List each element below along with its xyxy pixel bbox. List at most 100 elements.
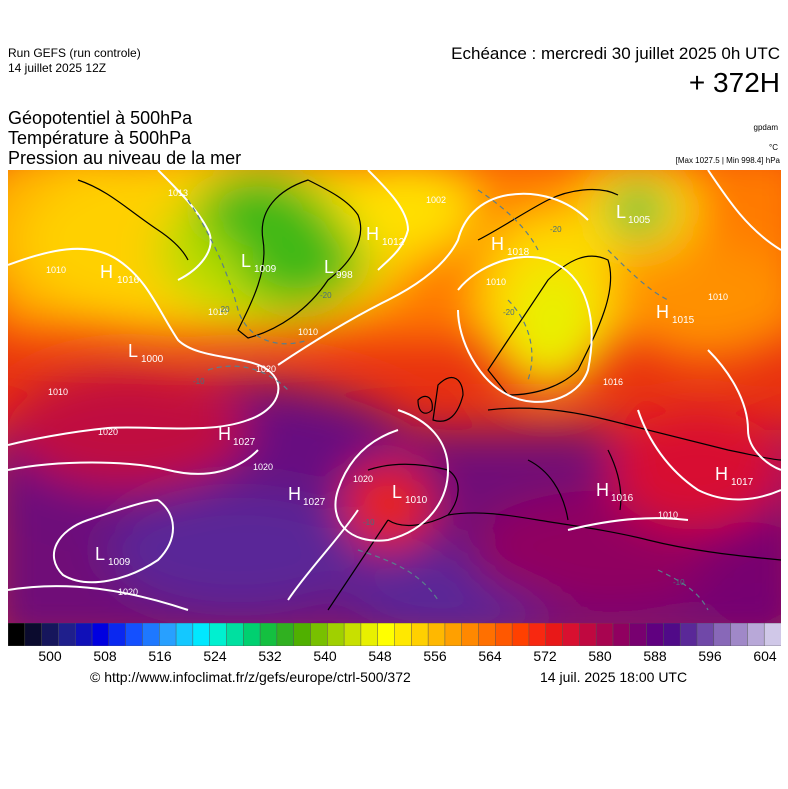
temperature-label: -20 [320,291,332,300]
colorbar-swatches [8,623,781,646]
isobar-label: 1010 [486,277,506,287]
isobar-label: 1013 [168,188,188,198]
temperature-label: -20 [503,308,515,317]
pressure-max-min: [Max 1027.5 | Min 998.4] hPa [675,156,780,165]
colorbar-swatch [276,623,295,646]
colorbar-swatch [495,623,513,646]
colorbar-label: 572 [533,648,557,664]
temperature-label: -20 [550,225,562,234]
coastlines [77,179,781,611]
temperature-lines [187,189,709,611]
isobar-label: 1020 [353,474,373,484]
pressure-center-value: 1016 [117,275,140,286]
param-temperature: Température à 500hPa [8,128,192,148]
colorbar-swatch [209,623,228,646]
isobar-label: 1020 [118,587,138,597]
isobar-label: 1020 [98,427,118,437]
pressure-center-type: H [491,234,504,254]
isobar-labels: 1010 1020 1020 1010 1020 1010 1010 1010 … [46,188,728,597]
colorbar-label: 580 [588,648,612,664]
pressure-center-value: 1027 [303,497,326,508]
colorbar-label: 564 [478,648,502,664]
colorbar-swatch [259,623,278,646]
colorbar-swatch [192,623,211,646]
colorbar-label: 548 [368,648,392,664]
colorbar-swatch [8,623,26,646]
colorbar-swatch [125,623,144,646]
isobar-label: 1010 [48,387,68,397]
colorbar-swatch [663,623,681,646]
forecast-valid-time: Echéance : mercredi 30 juillet 2025 0h U… [451,44,780,63]
colorbar-swatch [243,623,261,646]
colorbar-swatch [24,623,43,646]
colorbar-swatch [763,623,781,646]
colorbar-swatch [360,623,379,646]
colorbar-swatch [696,623,715,646]
colorbar-swatch [310,623,329,646]
pressure-center-value: 998 [336,270,353,281]
source-url: © http://www.infoclimat.fr/z/gefs/europe… [90,669,411,685]
temperature-label: -10 [673,578,685,587]
pressure-center-type: H [656,302,669,322]
pressure-center-value: 1018 [507,247,530,258]
colorbar-swatch [74,623,93,646]
colorbar-swatch [108,623,127,646]
pressure-center-type: L [324,257,334,277]
pressure-center-type: L [128,341,138,361]
lead-time: + 372H [688,67,780,98]
colorbar-label: 508 [93,648,117,664]
colorbar-swatch [91,623,110,646]
isobar-label: 1002 [426,195,446,205]
isobar-label: 1020 [253,462,273,472]
colorbar-swatch [411,623,429,646]
pressure-center-type: H [288,484,301,504]
temperature-label: -10 [363,518,375,527]
colorbar-swatch [226,623,245,646]
colorbar-label: 556 [423,648,447,664]
pressure-centers: H 1016 L 1000 L 1009 L 998 H 1012 H 1018… [95,202,754,568]
colorbar-swatch [58,623,76,646]
colorbar-swatch [427,623,446,646]
run-date: 14 juillet 2025 12Z [8,61,107,75]
pressure-center-type: L [95,544,105,564]
unit-temperature: °C [769,143,778,152]
colorbar-swatch [679,623,698,646]
colorbar-swatch [646,623,665,646]
pressure-center-type: H [596,480,609,500]
isobar-label: 1010 [708,292,728,302]
pressure-center-value: 1000 [141,354,164,365]
isobar-label: 1010 [658,510,678,520]
pressure-center-value: 1016 [611,493,634,504]
colorbar-label: 516 [148,648,172,664]
temperature-labels: -20 -20 -20 -10 -10 -10 -20 [193,225,685,587]
colorbar-swatch [747,623,765,646]
colorbar-swatch [713,623,732,646]
colorbar-label: 524 [203,648,227,664]
pressure-center-value: 1015 [672,315,695,326]
weather-map-canvas: H 1016 L 1000 L 1009 L 998 H 1012 H 1018… [8,170,781,623]
run-title: Run GEFS (run controle) [8,46,141,60]
pressure-center-type: L [616,202,626,222]
colorbar-swatch [562,623,581,646]
temperature-label: -20 [218,305,230,314]
pressure-center-value: 1012 [382,237,405,248]
colorbar-swatch [142,623,160,646]
pressure-center-type: H [218,424,231,444]
pressure-center-type: L [392,482,402,502]
colorbar-swatch [41,623,60,646]
colorbar-label: 500 [38,648,62,664]
isobar-label: 1020 [256,364,276,374]
colorbar-swatch [511,623,530,646]
colorbar-swatch [545,623,564,646]
isobars [8,170,781,611]
colorbar-swatch [394,623,413,646]
colorbar-swatch [528,623,547,646]
weather-map: H 1016 L 1000 L 1009 L 998 H 1012 H 1018… [8,170,781,623]
colorbar [8,623,781,646]
isobar-label: 1010 [208,307,228,317]
colorbar-swatch [595,623,614,646]
colorbar-swatch [175,623,194,646]
colorbar-swatch [629,623,648,646]
colorbar-swatch [461,623,480,646]
param-pressure: Pression au niveau de la mer [8,148,242,168]
